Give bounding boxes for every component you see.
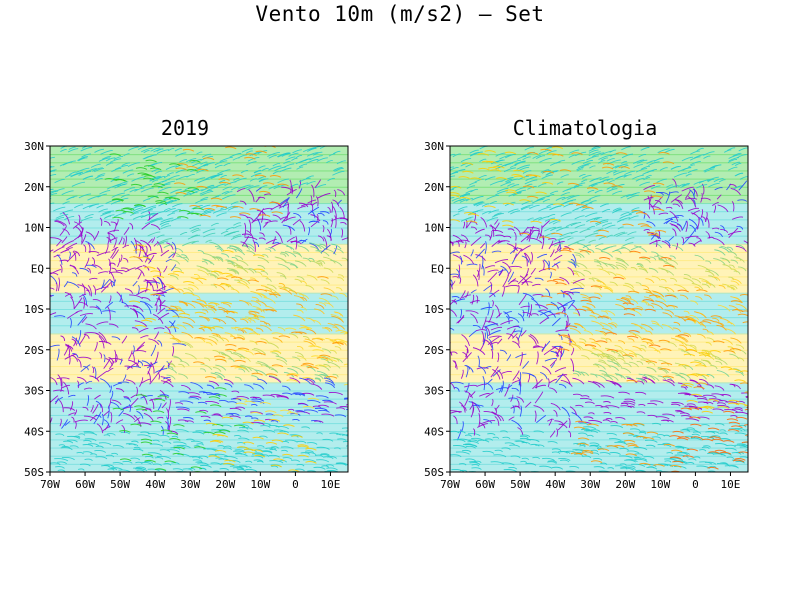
lon-tick-label: 10W bbox=[250, 478, 270, 491]
lon-tick-label: 30W bbox=[180, 478, 200, 491]
lon-tick-label: 20W bbox=[215, 478, 235, 491]
lon-tick-label: 50W bbox=[510, 478, 530, 491]
lat-tick-label: 50S bbox=[24, 466, 44, 479]
lon-tick-label: 20W bbox=[615, 478, 635, 491]
lon-tick-label: 60W bbox=[475, 478, 495, 491]
panel-climatologia: Climatologia 30N 20N 10N EQ 10S 20S 30S 40S 50S 7… bbox=[420, 112, 750, 512]
lat-tick-label: 40S bbox=[424, 425, 444, 438]
lon-tick-label: 70W bbox=[440, 478, 460, 491]
lat-tick-label: 10N bbox=[424, 222, 444, 235]
lat-tick-label: 30S bbox=[424, 385, 444, 398]
lon-tick-label: 40W bbox=[545, 478, 565, 491]
lon-tick-label: 50W bbox=[110, 478, 130, 491]
lat-tick-label: 50S bbox=[424, 466, 444, 479]
lat-tick-label: EQ bbox=[31, 262, 44, 275]
lat-tick-label: 20S bbox=[24, 344, 44, 357]
wind-field-2019 bbox=[50, 146, 348, 472]
lon-tick-label: 10E bbox=[321, 478, 341, 491]
lon-tick-label: 30W bbox=[580, 478, 600, 491]
panel-title-2019: 2019 bbox=[160, 116, 210, 140]
lat-tick-label: 10S bbox=[24, 303, 44, 316]
lat-tick-label: 10S bbox=[424, 303, 444, 316]
lat-tick-label: 30N bbox=[424, 140, 444, 153]
main-title: Vento 10m (m/s2) – Set bbox=[255, 2, 545, 26]
lon-tick-label: 10W bbox=[650, 478, 670, 491]
lat-tick-label: 20N bbox=[424, 181, 444, 194]
panel-title-climatologia: Climatologia bbox=[512, 116, 658, 140]
wind-field-clim bbox=[450, 146, 748, 472]
lat-tick-label: 30N bbox=[24, 140, 44, 153]
panel-2019: 2019 30N 20N 10N EQ 10S 20S 30S 40S 50S 70W 60W 50W… bbox=[20, 112, 350, 512]
lon-tick-label: 0 bbox=[292, 478, 299, 491]
lon-tick-label: 60W bbox=[75, 478, 95, 491]
lon-tick-label: 10E bbox=[721, 478, 741, 491]
lat-tick-label: 20N bbox=[24, 181, 44, 194]
lat-tick-label: 30S bbox=[24, 385, 44, 398]
lon-tick-label: 0 bbox=[692, 478, 699, 491]
lat-tick-label: 40S bbox=[24, 425, 44, 438]
lon-tick-label: 40W bbox=[145, 478, 165, 491]
lat-tick-label: 20S bbox=[424, 344, 444, 357]
lat-tick-label: EQ bbox=[431, 262, 444, 275]
lat-tick-label: 10N bbox=[24, 222, 44, 235]
lon-tick-label: 70W bbox=[40, 478, 60, 491]
